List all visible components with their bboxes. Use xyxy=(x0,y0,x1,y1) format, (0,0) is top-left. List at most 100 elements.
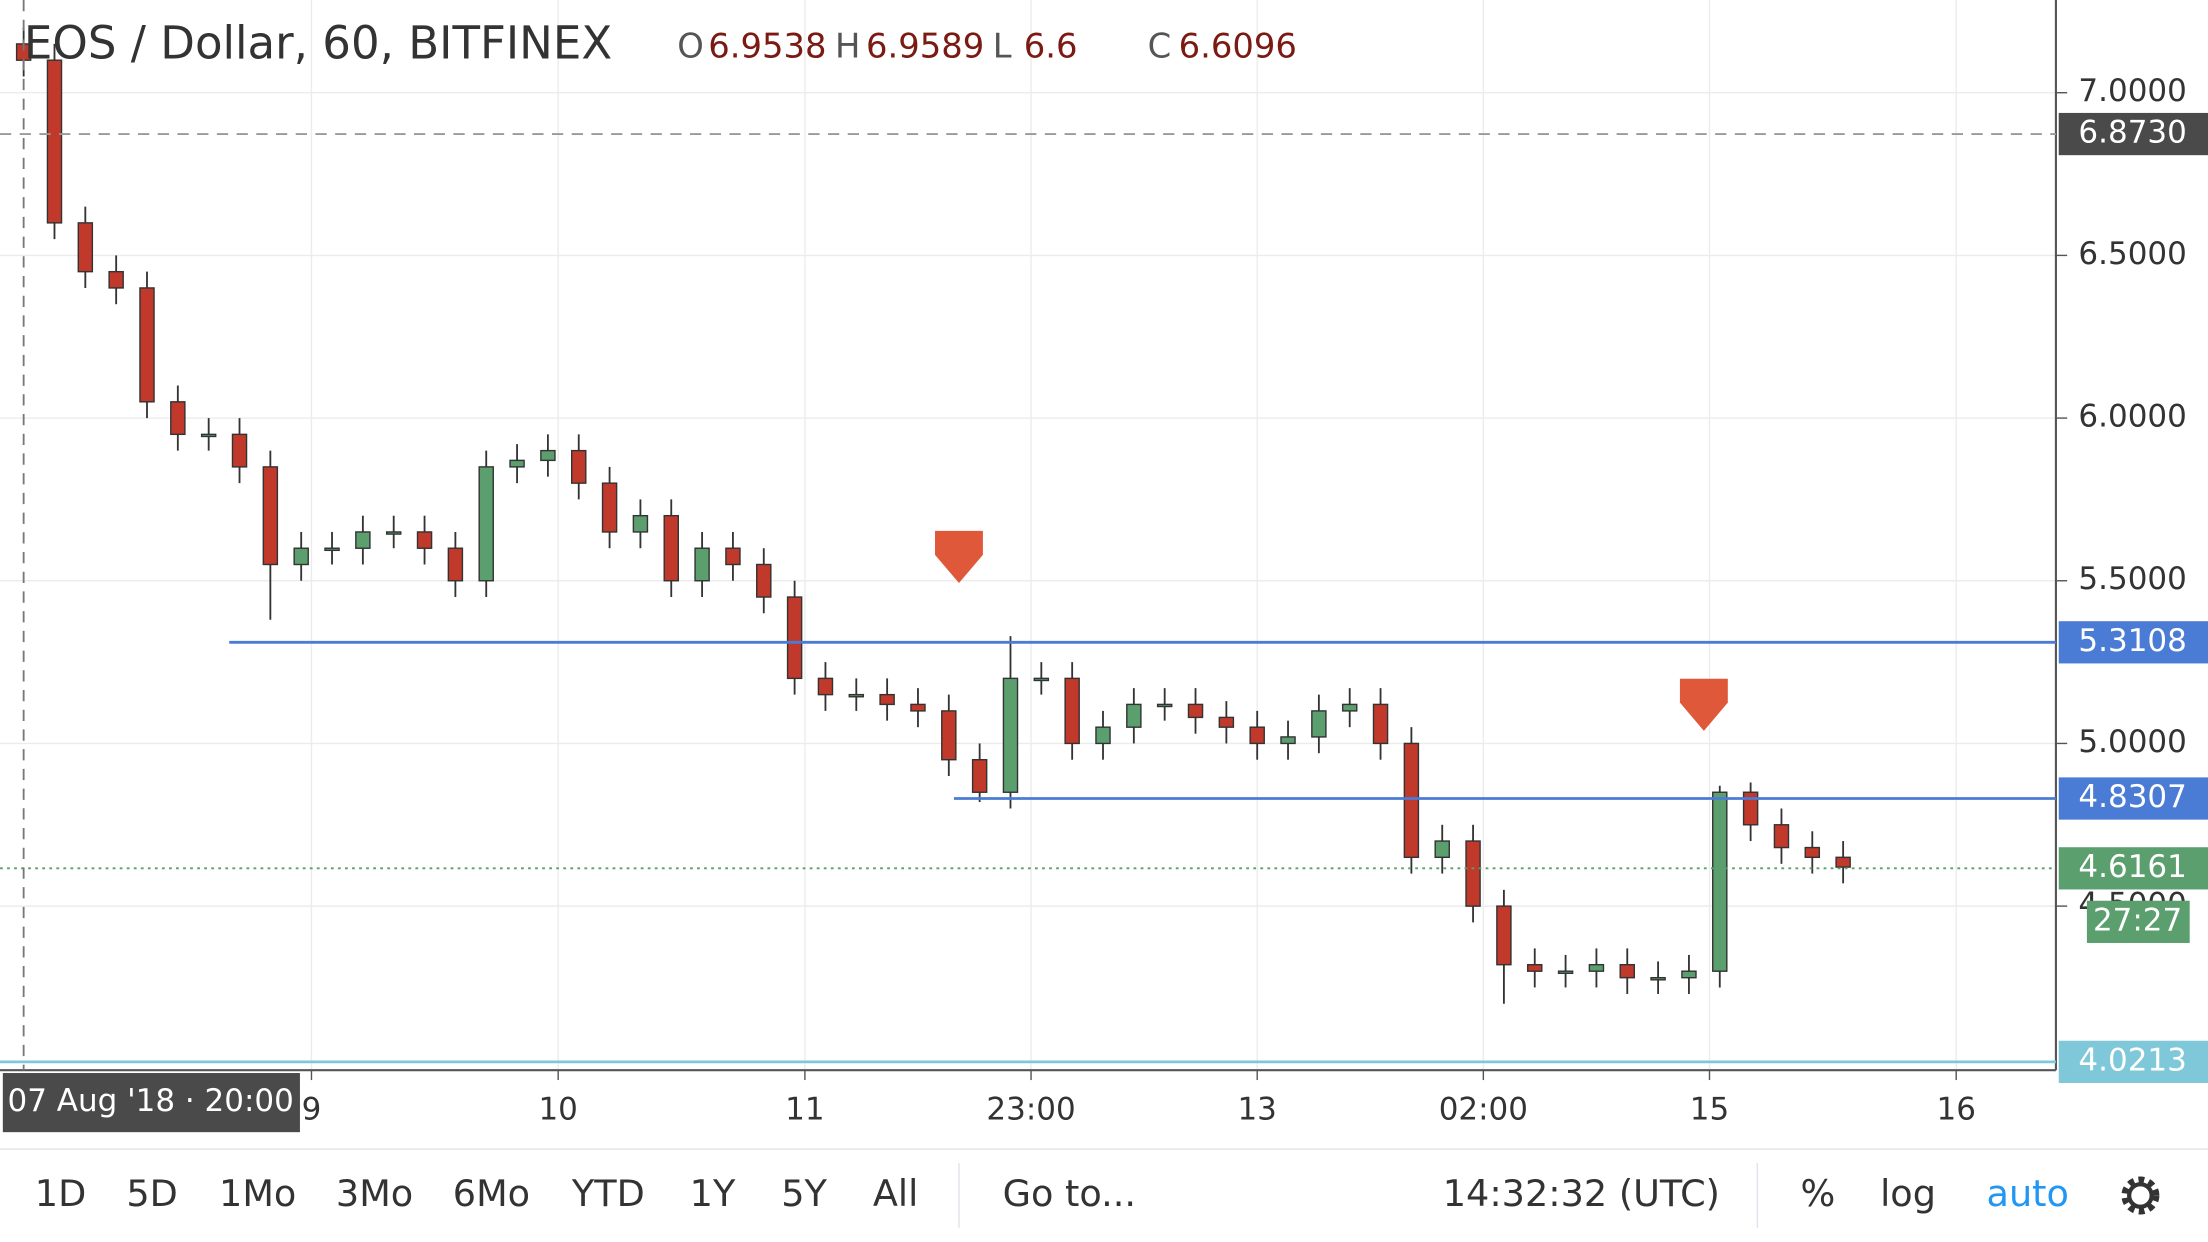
price-label: 4.6161 xyxy=(2078,849,2186,885)
price-label: 5.3108 xyxy=(2078,623,2186,659)
candle-body xyxy=(478,466,494,582)
scale-option[interactable]: log xyxy=(1880,1172,1936,1215)
candle-body xyxy=(1218,716,1235,728)
clock: 14:32:32 (UTC) xyxy=(1443,1172,1720,1215)
candle-body xyxy=(108,270,124,289)
y-tick-label: 7.0000 xyxy=(2078,73,2186,109)
arrow-down xyxy=(1679,678,1728,731)
price-label-box xyxy=(2058,621,2208,664)
candle-body xyxy=(1002,677,1019,793)
ohlc-key: H xyxy=(835,26,860,65)
range-button[interactable]: 1D xyxy=(35,1172,86,1215)
price-label-box xyxy=(2058,847,2208,890)
candle-body xyxy=(1126,703,1142,728)
range-button[interactable]: YTD xyxy=(571,1172,645,1215)
ohlc-value: 6.6096 xyxy=(1179,26,1297,65)
price-label-box xyxy=(2058,112,2208,156)
crosshair-label: 07 Aug '18 · 20:00 xyxy=(8,1083,294,1119)
candle-body xyxy=(1311,710,1327,738)
price-label: 4.0213 xyxy=(2078,1042,2186,1078)
candle-body xyxy=(46,59,63,224)
candle-body xyxy=(848,693,865,698)
range-button[interactable]: All xyxy=(873,1172,918,1215)
candle-body xyxy=(1434,840,1450,859)
candle-body xyxy=(1496,905,1512,966)
goto-button[interactable]: Go to... xyxy=(1003,1172,1136,1215)
candle-body xyxy=(879,693,895,706)
candle-body xyxy=(1033,677,1050,682)
toolbar: 1D 5D 1Mo 3Mo 6Mo YTD 1Y 5Y All% log auto xyxy=(35,1172,2069,1215)
candle-body xyxy=(262,466,279,566)
range-button[interactable]: 1Y xyxy=(690,1172,736,1215)
scale-option[interactable]: % xyxy=(1801,1172,1836,1215)
ohlc-value: 6.6 xyxy=(1024,26,1078,65)
range-button[interactable]: 6Mo xyxy=(453,1172,530,1215)
range-button[interactable]: 3Mo xyxy=(336,1172,413,1215)
candle-body xyxy=(1280,736,1296,745)
candle-body xyxy=(1681,970,1697,979)
price-label: 4.8307 xyxy=(2078,779,2186,815)
candle-body xyxy=(509,459,525,468)
candle-body xyxy=(725,547,741,566)
candle-body xyxy=(1249,726,1265,745)
ohlc-key: L xyxy=(993,26,1012,65)
candle-body xyxy=(1773,824,1790,849)
candle-body xyxy=(231,433,248,468)
candle-body xyxy=(1372,703,1389,745)
x-tick-label: 23:00 xyxy=(986,1092,1075,1128)
y-tick-label: 6.0000 xyxy=(2078,399,2186,435)
overlay: 6.8730 5.3108 4.8307 4.6161 27:27 4.0213 07 Au… xyxy=(0,0,2208,1133)
candle-body xyxy=(756,563,772,598)
candle-body xyxy=(1465,840,1481,907)
chart-title: EOS / Dollar, 60, BITFINEX xyxy=(24,16,612,69)
y-tick-label: 6.5000 xyxy=(2078,236,2186,272)
candle-body xyxy=(1403,742,1420,859)
candle-body xyxy=(1156,703,1173,708)
candle-body xyxy=(1557,970,1574,975)
candle-body xyxy=(1187,703,1204,719)
x-tick-label: 11 xyxy=(785,1092,824,1128)
candle-body xyxy=(817,677,834,696)
candle-body xyxy=(570,449,587,484)
candle-body xyxy=(1588,963,1605,972)
candle-body xyxy=(1619,963,1636,979)
candle-body xyxy=(786,596,803,680)
candle-body xyxy=(1712,791,1728,972)
ohlc-key: C xyxy=(1148,26,1172,65)
candle-body xyxy=(1804,846,1821,859)
price-label: 6.8730 xyxy=(2078,115,2186,151)
candle-body xyxy=(77,222,94,273)
candle-body xyxy=(1095,726,1111,745)
range-button[interactable]: 5Y xyxy=(781,1172,827,1215)
candle-body xyxy=(1341,703,1358,712)
y-tick-label: 5.5000 xyxy=(2078,561,2186,597)
plot xyxy=(15,27,1851,1004)
x-tick-label: 9 xyxy=(302,1092,322,1128)
candle-body xyxy=(694,547,710,582)
candle-body xyxy=(540,449,556,462)
candle-body xyxy=(447,547,464,582)
countdown-box xyxy=(2086,900,2190,943)
candle-body xyxy=(1742,791,1759,826)
settings-button[interactable] xyxy=(2121,1176,2160,1215)
crosshair-label-box xyxy=(2,1073,300,1133)
grid: 4.50005.00005.50006.00006.50007.00009101… xyxy=(0,0,2187,1128)
gear-teeth xyxy=(2121,1176,2160,1215)
candle-body xyxy=(1526,963,1543,972)
candle-body xyxy=(1835,856,1851,868)
scale-option[interactable]: auto xyxy=(1987,1172,2069,1215)
range-button[interactable]: 1Mo xyxy=(219,1172,296,1215)
range-button[interactable]: 5D xyxy=(126,1172,177,1215)
x-tick-label: 13 xyxy=(1237,1092,1276,1128)
candle-body xyxy=(200,433,217,438)
x-tick-label: 02:00 xyxy=(1439,1092,1528,1128)
candle-body xyxy=(941,710,957,761)
countdown: 27:27 xyxy=(2093,902,2182,938)
candle-body xyxy=(355,531,371,549)
candle-body xyxy=(293,547,309,566)
candle-body xyxy=(663,514,680,582)
price-label-box xyxy=(2058,777,2208,820)
candle-body xyxy=(910,703,926,712)
